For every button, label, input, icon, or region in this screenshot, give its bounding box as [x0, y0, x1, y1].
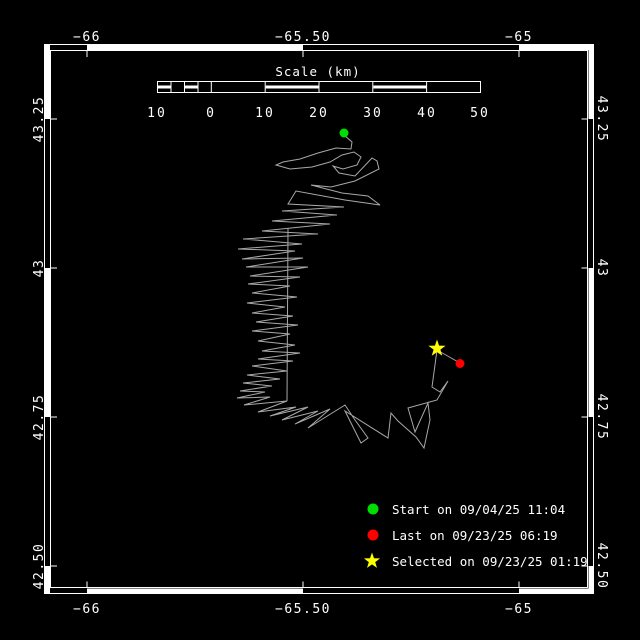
scale-bar-stripe [158, 85, 171, 89]
lon-label-top: −66 [73, 30, 101, 45]
legend-selected-star-icon [363, 552, 381, 568]
legend: Start on 09/04/25 11:04 Last on 09/23/25… [363, 502, 588, 569]
start-marker[interactable] [339, 128, 349, 138]
lat-label-left: 43 [32, 259, 47, 278]
track [236, 134, 461, 450]
lon-label-bottom: −65.50 [275, 602, 331, 617]
legend-selected-label: Selected on 09/23/25 01:19 [392, 554, 588, 569]
zebra-segment [45, 45, 50, 119]
legend-last-icon [367, 529, 379, 541]
zebra-segment [588, 268, 594, 417]
lat-label-right: 43.25 [594, 96, 609, 143]
lon-label-top: −65 [505, 30, 533, 45]
lat-label-right: 42.75 [594, 394, 609, 441]
lat-label-left: 42.50 [32, 543, 47, 590]
lat-label-left: 42.75 [32, 394, 47, 441]
legend-start-icon [367, 503, 379, 515]
axis-labels: −66 −65.50 −65 −66 −65.50 −65 43.25 43 4… [32, 30, 609, 617]
zebra-segment [519, 588, 594, 594]
lon-label-top: −65.50 [275, 30, 331, 45]
scale-bar: Scale (km) 10 0 10 20 30 40 50 [147, 64, 490, 121]
legend-start-label: Start on 09/04/25 11:04 [392, 502, 565, 517]
zebra-segment [519, 45, 594, 50]
scale-tick-label: 30 [363, 106, 383, 121]
lat-label-right: 43 [594, 259, 609, 278]
scale-bar-stripe [184, 85, 198, 89]
map-frame [44, 44, 594, 594]
lon-label-bottom: −66 [73, 602, 101, 617]
markers [339, 128, 465, 368]
scale-tick-label: 50 [470, 106, 490, 121]
axis-ticks [51, 51, 588, 588]
scale-bar-stripe [265, 85, 319, 89]
scale-tick-label: 20 [309, 106, 329, 121]
scale-bar-stripe [373, 85, 427, 89]
last-marker[interactable] [455, 359, 465, 368]
scale-tick-label: 10 [255, 106, 275, 121]
zebra-segment [45, 566, 50, 594]
zebra-segment [45, 268, 50, 417]
lon-label-bottom: −65 [505, 602, 533, 617]
zebra-segment [87, 588, 303, 594]
zebra-segment [87, 45, 303, 50]
lat-label-right: 42.50 [594, 543, 609, 590]
selected-marker-star[interactable] [428, 339, 446, 356]
scale-bar-dividers [170, 81, 428, 93]
scale-tick-label: 10 [147, 106, 167, 121]
lat-label-left: 43.25 [32, 96, 47, 143]
drifter-track[interactable] [236, 134, 461, 450]
scale-tick-label: 40 [417, 106, 437, 121]
zebra-segment [588, 566, 594, 594]
scale-tick-label: 0 [206, 106, 216, 121]
frame-inner-line [50, 50, 588, 588]
scale-bar-title: Scale (km) [275, 64, 360, 79]
drifter-track-gap-line[interactable] [286, 227, 289, 402]
legend-last-label: Last on 09/23/25 06:19 [392, 528, 558, 543]
zebra-segment [588, 45, 594, 119]
